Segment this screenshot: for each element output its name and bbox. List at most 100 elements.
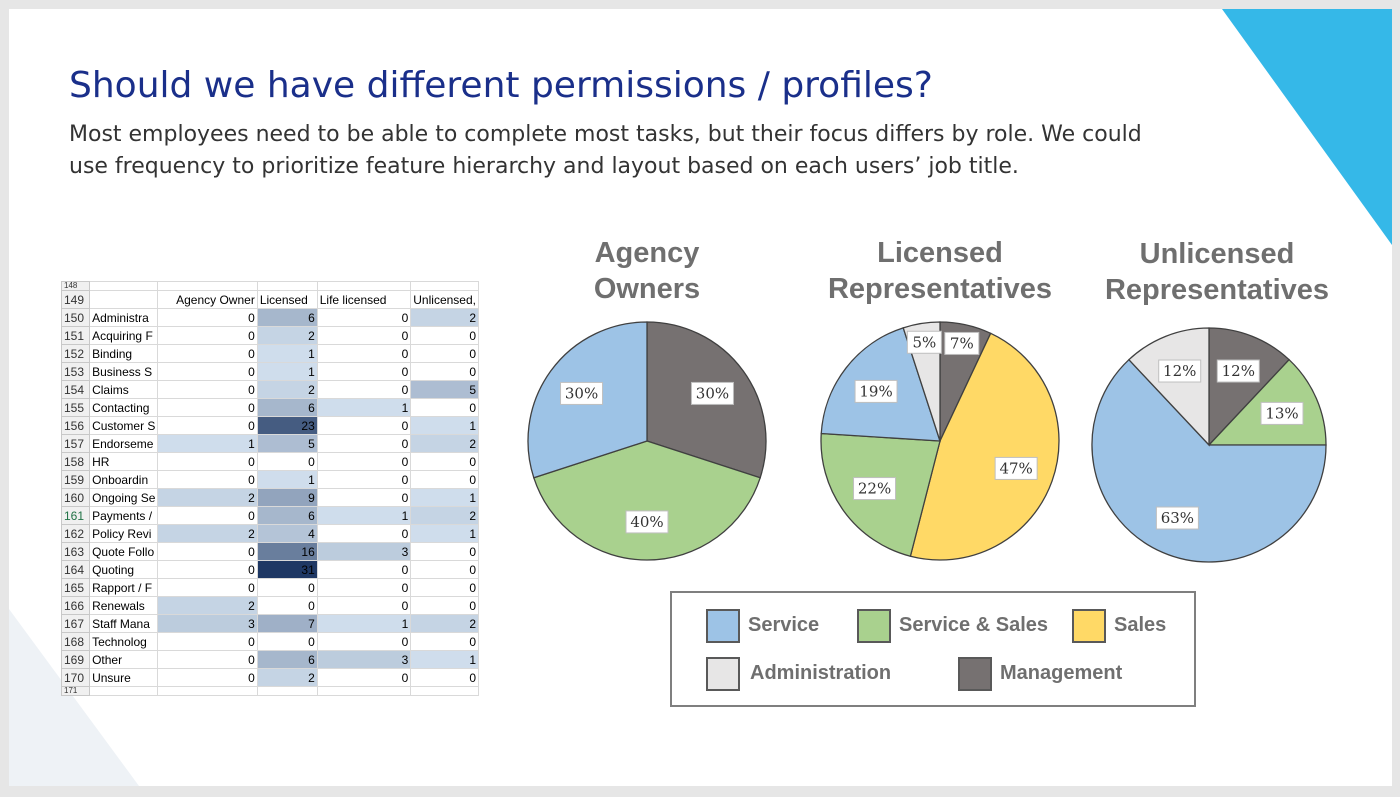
row-number: 158 [61,452,91,471]
row-number: 163 [61,542,91,561]
data-label-box [1158,359,1202,383]
chart-legend: Service Service & Sales Sales Administra… [670,591,1196,707]
value-cell: 0 [256,596,318,615]
table-row: 166 Renewals 2 0 0 0 [61,596,479,615]
value-cell: 0 [316,488,412,507]
value-cell: 0 [410,578,479,597]
table-row: 167 Staff Mana 3 7 1 2 [61,614,479,633]
category-cell: Technolog [89,632,159,651]
pie-slice-administration [1127,327,1210,447]
data-label-box [560,381,604,405]
slide-decoration [9,9,1392,786]
value-cell: 1 [410,524,479,543]
value-cell: 3 [316,650,412,669]
value-cell: 5 [410,380,479,399]
column-header: Unlicensed, [410,290,479,309]
data-label-text: 30% [696,384,729,402]
value-cell: 2 [157,524,258,543]
table-row: 169 Other 0 6 3 1 [61,650,479,669]
value-cell: 2 [256,326,318,345]
value-cell: 0 [410,596,479,615]
table-header-row: 149 Agency Owner Licensed Life licensed Unli… [61,290,479,309]
pie-slice-service [1091,358,1327,563]
table-row: 158 HR 0 0 0 0 [61,452,479,471]
value-cell: 0 [157,578,258,597]
chart-title-unlicensed: Unlicensed Representatives [1104,238,1330,306]
row-number: 159 [61,470,91,489]
value-cell: 0 [410,668,479,687]
table-row: 150 Administra 0 6 0 2 [61,308,479,327]
slide: Should we have different permissions / p… [9,9,1392,786]
value-cell: 3 [157,614,258,633]
category-cell: Binding [89,344,159,363]
legend-label-administration: Administration [750,662,892,684]
row-number: 151 [61,326,91,345]
table-row: 168 Technolog 0 0 0 0 [61,632,479,651]
value-cell: 1 [256,362,318,381]
value-cell: 0 [157,632,258,651]
data-label-text: 40% [630,513,663,531]
value-cell: 0 [157,668,258,687]
legend-swatch-administration [706,657,740,691]
row-number: 153 [61,362,91,381]
value-cell: 6 [256,308,318,327]
value-cell: 0 [316,308,412,327]
value-cell: 6 [256,650,318,669]
value-cell: 2 [410,614,479,633]
category-cell: Quote Follo [89,542,159,561]
category-cell: Quoting [89,560,159,579]
pie-data-label: 40% [625,510,669,534]
data-label-box [1260,401,1304,425]
value-cell: 1 [410,650,479,669]
table-cell [316,281,412,291]
row-number: 157 [61,434,91,453]
value-cell: 0 [316,326,412,345]
chart-title-agency-owners: Agency Owners [593,237,701,305]
data-label-text: 19% [859,382,892,400]
legend-label-management: Management [1000,662,1123,684]
data-label-text: 30% [565,384,598,402]
value-cell: 2 [410,308,479,327]
value-cell: 0 [316,668,412,687]
value-cell: 9 [256,488,318,507]
category-cell: Customer S [89,416,159,435]
row-number: 154 [61,380,91,399]
legend-swatch-service [706,609,740,643]
data-label-text: 5% [912,333,936,351]
table-cell [410,281,479,291]
category-cell: Staff Mana [89,614,159,633]
table-cell [256,686,318,696]
data-label-box [854,379,898,403]
row-number: 165 [61,578,91,597]
pie-data-label: 13% [1260,401,1304,425]
frequency-table: 148 149 Agency Owner Licensed Life licensed U… [61,281,479,696]
table-row: 152 Binding 0 1 0 0 [61,344,479,363]
value-cell: 0 [157,650,258,669]
value-cell: 0 [157,362,258,381]
legend-swatch-sales [1072,609,1106,643]
value-cell: 0 [316,596,412,615]
table-row: 156 Customer S 0 23 0 1 [61,416,479,435]
column-header: Life licensed [316,290,412,309]
value-cell: 0 [157,398,258,417]
value-cell: 0 [157,452,258,471]
value-cell: 0 [410,632,479,651]
value-cell: 0 [410,452,479,471]
table-row: 164 Quoting 0 31 0 0 [61,560,479,579]
data-label-text: 12% [1222,362,1255,380]
value-cell: 0 [316,416,412,435]
row-number: 155 [61,398,91,417]
value-cell: 2 [256,668,318,687]
legend-swatch-management [958,657,992,691]
table-row: 159 Onboardin 0 1 0 0 [61,470,479,489]
row-number: 169 [61,650,91,669]
row-number: 171 [61,686,91,696]
data-label-box [1216,359,1260,383]
pie-chart-agency-owners: 30% 40% 30% [527,321,767,561]
table-row-partial: 171 [61,686,479,696]
table-cell [89,281,159,291]
value-cell: 0 [316,470,412,489]
slide-subtitle: Most employees need to be able to comple… [69,122,1142,179]
value-cell: 0 [157,326,258,345]
